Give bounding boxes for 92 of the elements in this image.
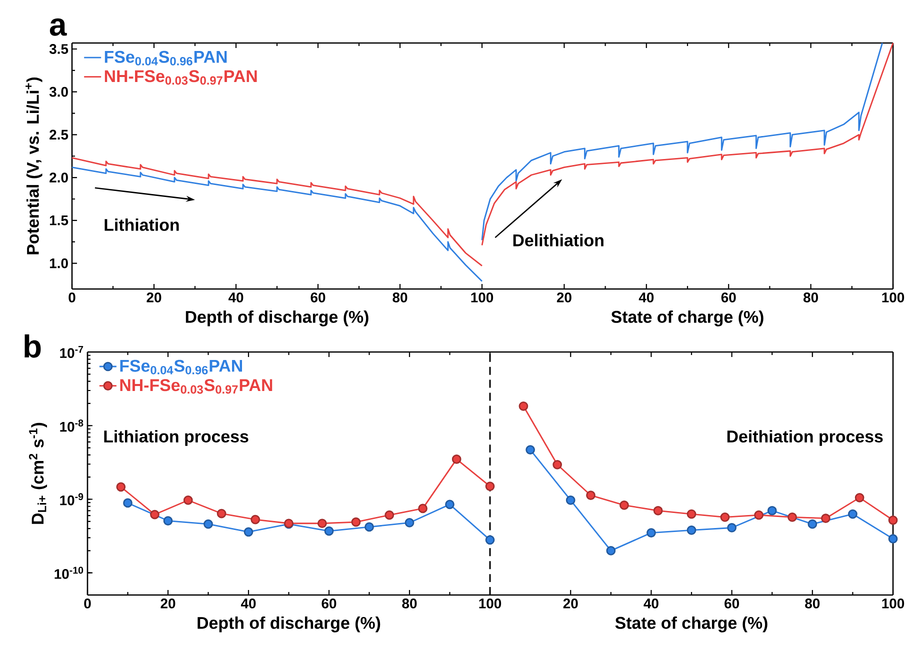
x-tick-label: 20 — [160, 598, 176, 608]
point — [754, 510, 764, 520]
point — [216, 508, 226, 518]
y-tick-label: 10$^{-10}$ — [54, 566, 84, 579]
x-tick-label: 100 — [882, 292, 904, 302]
point — [518, 401, 528, 411]
point — [552, 460, 562, 470]
x-tick-label: 80 — [402, 598, 417, 608]
point — [204, 519, 213, 529]
y-tick-label: 2.5 — [50, 130, 68, 140]
x-tick-label: 100 — [471, 292, 494, 302]
point — [646, 528, 656, 538]
y-tick-label: 1.5 — [50, 216, 68, 226]
annotation: Delithiation — [513, 234, 604, 246]
point — [586, 490, 596, 500]
x-tick-label: 60 — [322, 598, 336, 608]
point — [653, 506, 663, 516]
x-axis-title: State of charge (%) — [611, 310, 764, 326]
point — [351, 517, 361, 527]
x-axis-title: Depth of discharge (%) — [186, 310, 368, 326]
x-tick-label: 80 — [392, 292, 408, 302]
annotation: Deithiation process — [727, 430, 883, 446]
y-tick-label: 10$^{-9}$ — [60, 493, 84, 506]
chart-title: a — [50, 18, 67, 36]
legend-label: NH-FSe$_{0.03}$S$_{0.97}$PAN — [120, 379, 272, 394]
y-tick-label: 2.0 — [50, 172, 68, 183]
point — [183, 496, 193, 505]
line-series — [71, 166, 483, 282]
point — [888, 515, 898, 525]
point — [418, 504, 428, 514]
x-tick-label: 20 — [146, 292, 162, 302]
point — [720, 512, 730, 522]
point — [606, 546, 616, 556]
point — [788, 512, 797, 522]
x-tick-label: 100 — [882, 598, 904, 608]
x-tick-label: 100 — [479, 598, 502, 608]
point — [526, 445, 535, 454]
point — [364, 522, 374, 532]
point — [244, 527, 254, 537]
x-axis-title: State of charge (%) — [615, 616, 768, 632]
legend-label: FSe$_{0.04}$S$_{0.96}$PAN — [120, 360, 242, 374]
y-tick-label: 10$^{-7}$ — [60, 346, 84, 358]
point — [854, 492, 864, 502]
point — [821, 514, 830, 524]
point — [324, 526, 334, 536]
point — [888, 534, 898, 544]
point — [445, 500, 454, 510]
chart-title: b — [24, 334, 41, 358]
point — [116, 482, 126, 492]
legend-label: NH-FSe$_{0.03}$S$_{0.97}$PAN — [104, 70, 257, 85]
y-tick-label: 10$^{-8}$ — [60, 420, 84, 432]
legend-label: FSe$_{0.04}$S$_{0.96}$PAN — [104, 50, 227, 66]
point — [384, 510, 394, 520]
x-tick-label: 80 — [803, 292, 818, 302]
y-axis-title: Potential (V, vs. Li/Li$^{+}$) — [26, 77, 42, 254]
point — [317, 518, 327, 528]
x-tick-label: 80 — [805, 598, 820, 608]
x-tick-label: 60 — [724, 598, 739, 608]
point — [452, 454, 462, 464]
x-tick-label: 20 — [563, 598, 578, 608]
x-tick-label: 0 — [68, 292, 76, 302]
point — [767, 506, 777, 516]
y-tick-label: 3.5 — [49, 44, 68, 54]
point — [485, 535, 495, 545]
point — [566, 496, 576, 505]
x-tick-label: 60 — [310, 292, 326, 302]
y-tick-label: 1.0 — [50, 258, 68, 268]
x-tick-label: 40 — [240, 598, 256, 608]
x-tick-label: 40 — [644, 598, 658, 608]
x-tick-label: 0 — [84, 598, 91, 608]
point — [848, 509, 858, 519]
line-series — [71, 157, 483, 267]
point — [250, 514, 260, 524]
point — [686, 509, 696, 519]
x-tick-label: 20 — [556, 292, 572, 302]
annotation: Lithiation process — [104, 430, 248, 446]
point — [404, 518, 414, 528]
point — [123, 498, 132, 508]
point — [150, 510, 160, 520]
x-tick-label: 60 — [721, 292, 736, 302]
point — [808, 519, 818, 529]
point — [485, 482, 495, 491]
x-tick-label: 40 — [638, 292, 654, 302]
point — [620, 500, 629, 510]
annotation: Lithiation — [104, 218, 179, 231]
point — [686, 525, 696, 535]
y-tick-label: 3.0 — [49, 86, 68, 97]
x-tick-label: 40 — [228, 292, 244, 302]
x-axis-title: Depth of discharge (%) — [198, 616, 380, 632]
y-axis-title: D$_{Li+}$ (cm$^{2}$ s$^{-1}$) — [28, 422, 48, 524]
point — [163, 516, 173, 526]
point — [727, 523, 736, 532]
